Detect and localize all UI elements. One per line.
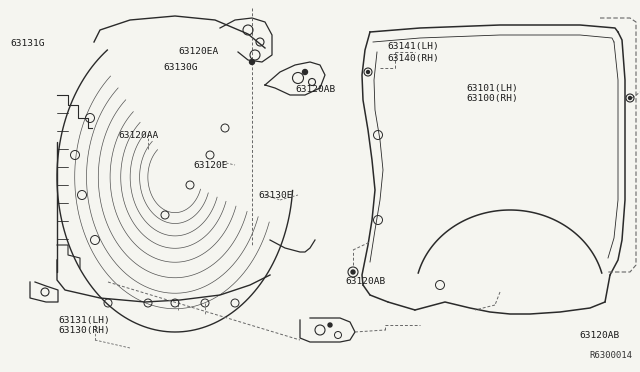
- Text: 63100(RH): 63100(RH): [466, 93, 518, 103]
- Text: R6300014: R6300014: [589, 351, 632, 360]
- Text: 63131(LH): 63131(LH): [58, 315, 109, 324]
- Circle shape: [351, 270, 355, 274]
- Text: 63130(RH): 63130(RH): [58, 326, 109, 334]
- Text: 63120AB: 63120AB: [579, 330, 620, 340]
- Text: 63120E: 63120E: [193, 160, 227, 170]
- Text: 63140(RH): 63140(RH): [387, 54, 439, 62]
- Text: 63130G: 63130G: [163, 64, 198, 73]
- Text: 63120AB: 63120AB: [295, 86, 335, 94]
- Text: 63120AB: 63120AB: [345, 278, 385, 286]
- Circle shape: [250, 60, 255, 64]
- Circle shape: [628, 96, 632, 99]
- Text: 63130E: 63130E: [258, 190, 292, 199]
- Text: 63101(LH): 63101(LH): [466, 83, 518, 93]
- Text: 63141(LH): 63141(LH): [387, 42, 439, 51]
- Circle shape: [328, 323, 332, 327]
- Circle shape: [367, 71, 369, 74]
- Circle shape: [303, 70, 307, 74]
- Text: 63131G: 63131G: [10, 39, 45, 48]
- Text: 63120AA: 63120AA: [118, 131, 158, 140]
- Text: 63120EA: 63120EA: [178, 48, 218, 57]
